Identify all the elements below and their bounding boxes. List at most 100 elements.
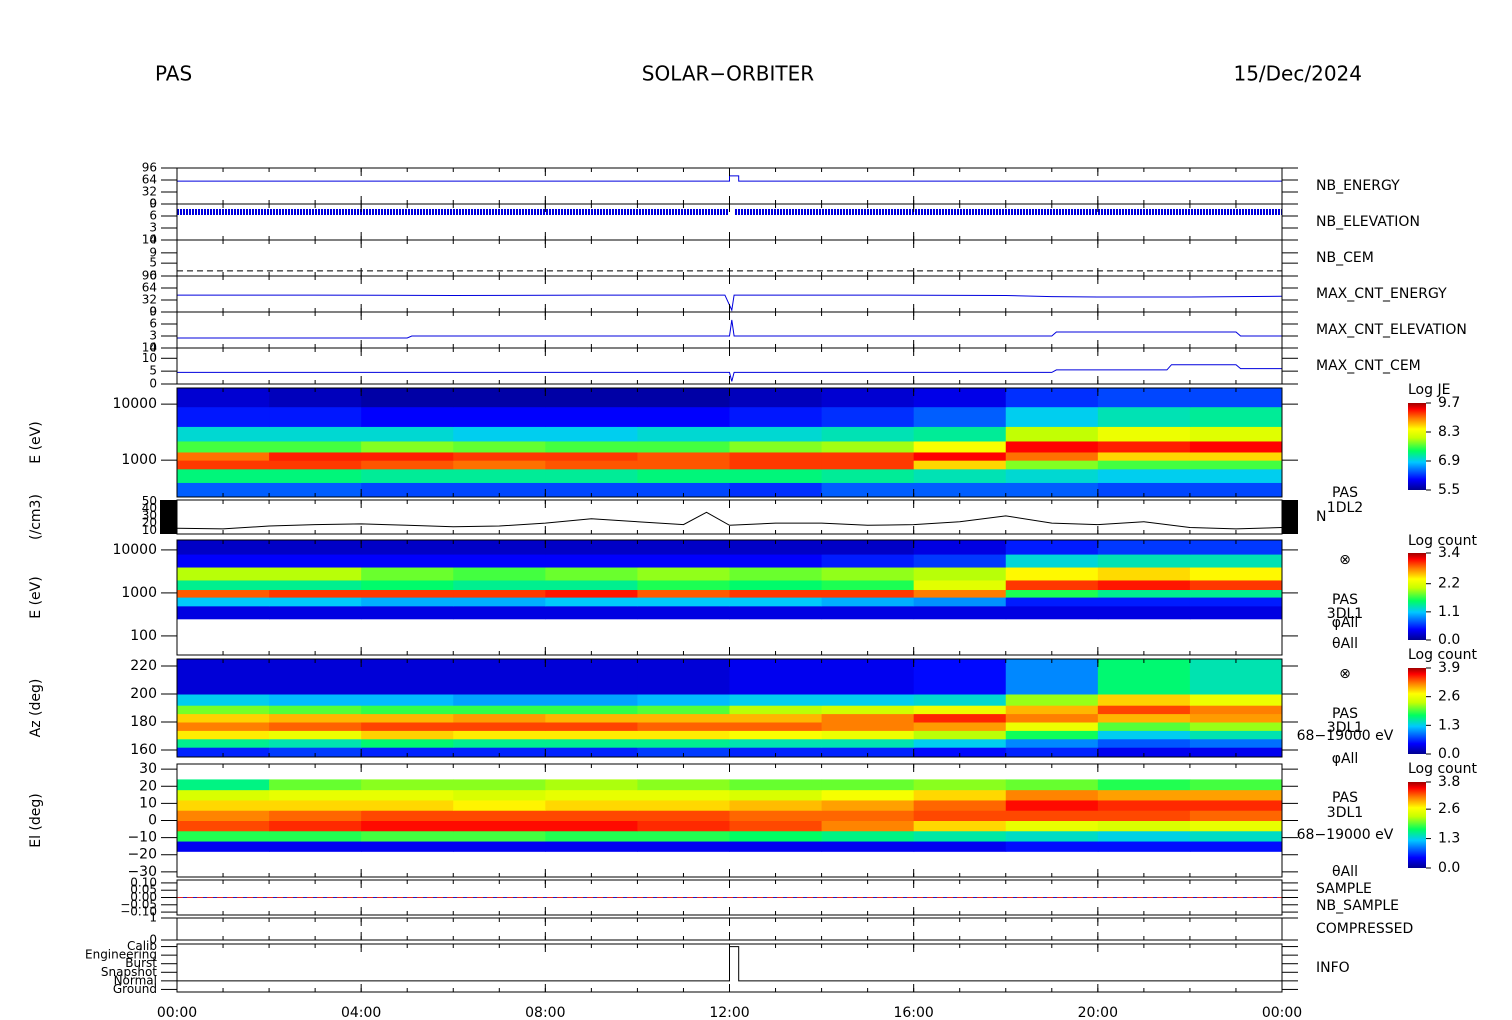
- heatmap-cell: [821, 713, 915, 723]
- heatmap-cell: [545, 468, 638, 483]
- heatmap-cell: [1189, 799, 1283, 811]
- heatmap-cell: [913, 554, 1007, 568]
- heatmap-cell: [821, 597, 915, 607]
- heatmap-cell: [177, 460, 270, 470]
- heatmap-cell: [453, 406, 546, 427]
- series-line: [176, 511, 1283, 530]
- heatmap-cell: [637, 589, 730, 598]
- y-tick-label: −30: [127, 864, 157, 880]
- y-axis-label: Az (deg): [28, 679, 44, 738]
- heatmap-cell: [269, 468, 362, 483]
- heatmap-cell: [361, 722, 454, 731]
- colorbar-tick-label: 1.1: [1438, 604, 1460, 620]
- heatmap-cell: [177, 694, 270, 706]
- heatmap-cell: [361, 579, 454, 591]
- y-tick-label: 9: [149, 197, 157, 211]
- heatmap-cell: [545, 799, 638, 811]
- heatmap-cell: [1189, 589, 1283, 598]
- heatmap-cell: [729, 567, 823, 581]
- heatmap-cell: [821, 799, 915, 811]
- heatmap-cell: [269, 540, 362, 555]
- heatmap-cell: [177, 440, 270, 453]
- x-tick-label: 00:00: [157, 1005, 197, 1020]
- heatmap-cell: [821, 789, 915, 801]
- y-tick-label: 1000: [121, 585, 157, 601]
- heatmap-cell: [177, 451, 270, 461]
- heatmap-cell: [1005, 406, 1099, 427]
- heatmap-cell: [545, 705, 638, 715]
- heatmap-cell: [821, 779, 915, 791]
- heatmap-cell: [913, 540, 1007, 555]
- heatmap-cell: [361, 460, 454, 470]
- y-tick-label: 100: [130, 628, 157, 644]
- heatmap-cell: [913, 597, 1007, 607]
- colorbar-title: Log count: [1408, 761, 1477, 777]
- heatmap-cell: [453, 779, 546, 791]
- heatmap-cell: [1097, 567, 1191, 581]
- colorbar-title: Log JE: [1408, 382, 1450, 398]
- heatmap-cell: [453, 540, 546, 555]
- heatmap-cell: [545, 460, 638, 470]
- legend-label: MAX_CNT_CEM: [1316, 358, 1421, 374]
- heatmap-cell: [361, 440, 454, 453]
- heatmap-cell: [545, 451, 638, 461]
- colorbar-tick-label: 2.6: [1438, 801, 1460, 817]
- y-tick-label: 10: [139, 795, 157, 811]
- heatmap-cell: [1097, 722, 1191, 731]
- heatmap-cell: [545, 830, 638, 842]
- heatmap-cell: [1005, 738, 1099, 748]
- y-tick-label: 0: [148, 813, 157, 829]
- heatmap-cell: [913, 789, 1007, 801]
- heatmap-cell: [913, 605, 1007, 620]
- heatmap-cell: [269, 406, 362, 427]
- legend-label: NB_SAMPLE: [1316, 898, 1399, 914]
- heatmap-cell: [1097, 713, 1191, 723]
- y-tick-label: 30: [142, 508, 157, 522]
- heatmap-cell: [361, 694, 454, 706]
- heatmap-cell: [545, 605, 638, 620]
- heatmap-cell: [729, 605, 823, 620]
- y-tick-label: 0.10: [130, 875, 157, 889]
- heatmap-cell: [637, 694, 730, 706]
- annotation: PAS: [1332, 485, 1358, 501]
- y-tick-label: 0: [149, 377, 157, 391]
- colorbar-tick-label: 2.6: [1438, 689, 1460, 705]
- heatmap-cell: [1189, 468, 1283, 483]
- heatmap-cell: [1005, 705, 1099, 715]
- heatmap-cell: [821, 468, 915, 483]
- heatmap-cell: [269, 779, 362, 791]
- heatmap-cell: [361, 451, 454, 461]
- heatmap-cell: [453, 694, 546, 706]
- y-tick-label: 6: [149, 209, 157, 223]
- heatmap-cell: [177, 730, 270, 740]
- heatmap-cell: [453, 799, 546, 811]
- heatmap-cell: [1189, 722, 1283, 731]
- heatmap-cell: [821, 738, 915, 748]
- heatmap-cell: [821, 460, 915, 470]
- heatmap-cell: [729, 694, 823, 706]
- heatmap-cell: [729, 747, 823, 758]
- heatmap-cell: [821, 482, 915, 498]
- heatmap-cell: [1189, 554, 1283, 568]
- legend-label: MAX_CNT_ENERGY: [1316, 286, 1447, 302]
- legend-label: MAX_CNT_ELEVATION: [1316, 322, 1467, 338]
- y-tick-label: Normal: [114, 973, 157, 987]
- heatmap-cell: [729, 841, 823, 852]
- heatmap-cell: [545, 482, 638, 498]
- heatmap-cell: [1097, 460, 1191, 470]
- heatmap-cell: [545, 810, 638, 821]
- heatmap-cell: [821, 830, 915, 842]
- heatmap-cell: [177, 713, 270, 723]
- heatmap-cell: [1005, 460, 1099, 470]
- legend-label: SAMPLE: [1316, 881, 1372, 897]
- series-line: [177, 294, 1283, 312]
- heatmap-cell: [545, 789, 638, 801]
- heatmap-cell: [177, 597, 270, 607]
- y-tick-label: −10: [127, 830, 157, 846]
- heatmap-cell: [913, 713, 1007, 723]
- heatmap-cell: [729, 799, 823, 811]
- heatmap-cell: [177, 659, 270, 695]
